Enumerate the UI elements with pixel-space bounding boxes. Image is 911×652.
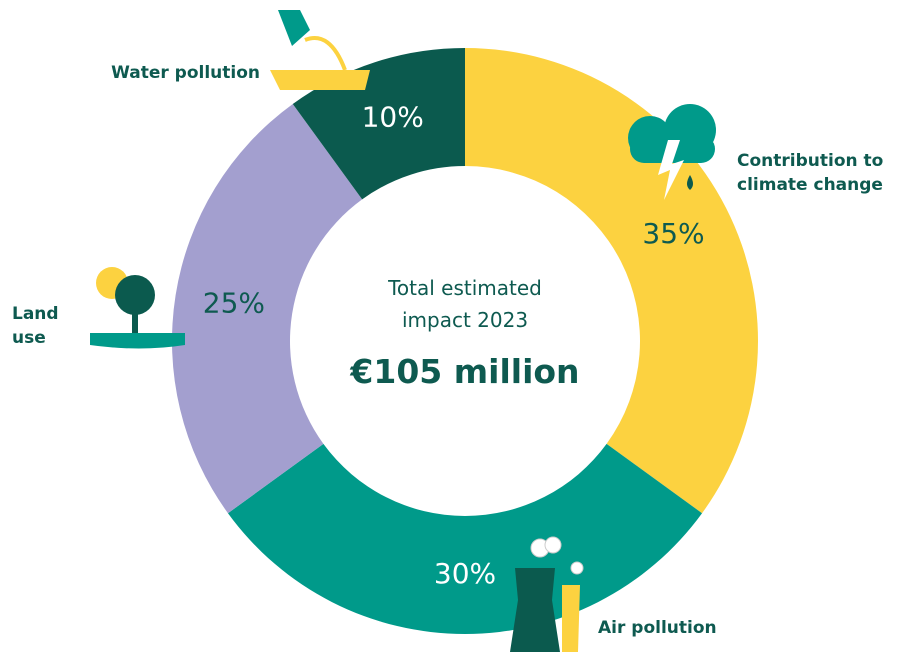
icon-tower [510,568,560,652]
icons [90,10,716,652]
value-label: 25% [203,286,265,319]
icon-stream [304,36,347,71]
icon-chimney [562,585,580,652]
category-label: Land use [12,304,59,348]
icon-pool [270,70,370,90]
value-label: 10% [362,100,424,133]
icon-trunk [132,300,138,335]
category-label: Water pollution [111,63,260,83]
icon-pipe [278,10,310,46]
donut-segment [172,103,363,514]
donut-segment [227,443,703,634]
value-label: 35% [642,217,704,250]
icon-lightning [658,140,684,200]
icon-smoke [570,561,584,575]
value-label: 30% [434,557,496,590]
donut-segment [465,48,758,514]
center-text: Total estimated impact 2023 [388,276,542,332]
icon-drop [687,175,693,190]
center-value: €105 million [350,352,580,391]
icon-smoke [544,536,562,554]
icon-ground [90,333,185,349]
icon-tree [115,275,155,315]
category-label: Air pollution [598,618,717,638]
category-label: Contribution to climate change [737,151,884,195]
